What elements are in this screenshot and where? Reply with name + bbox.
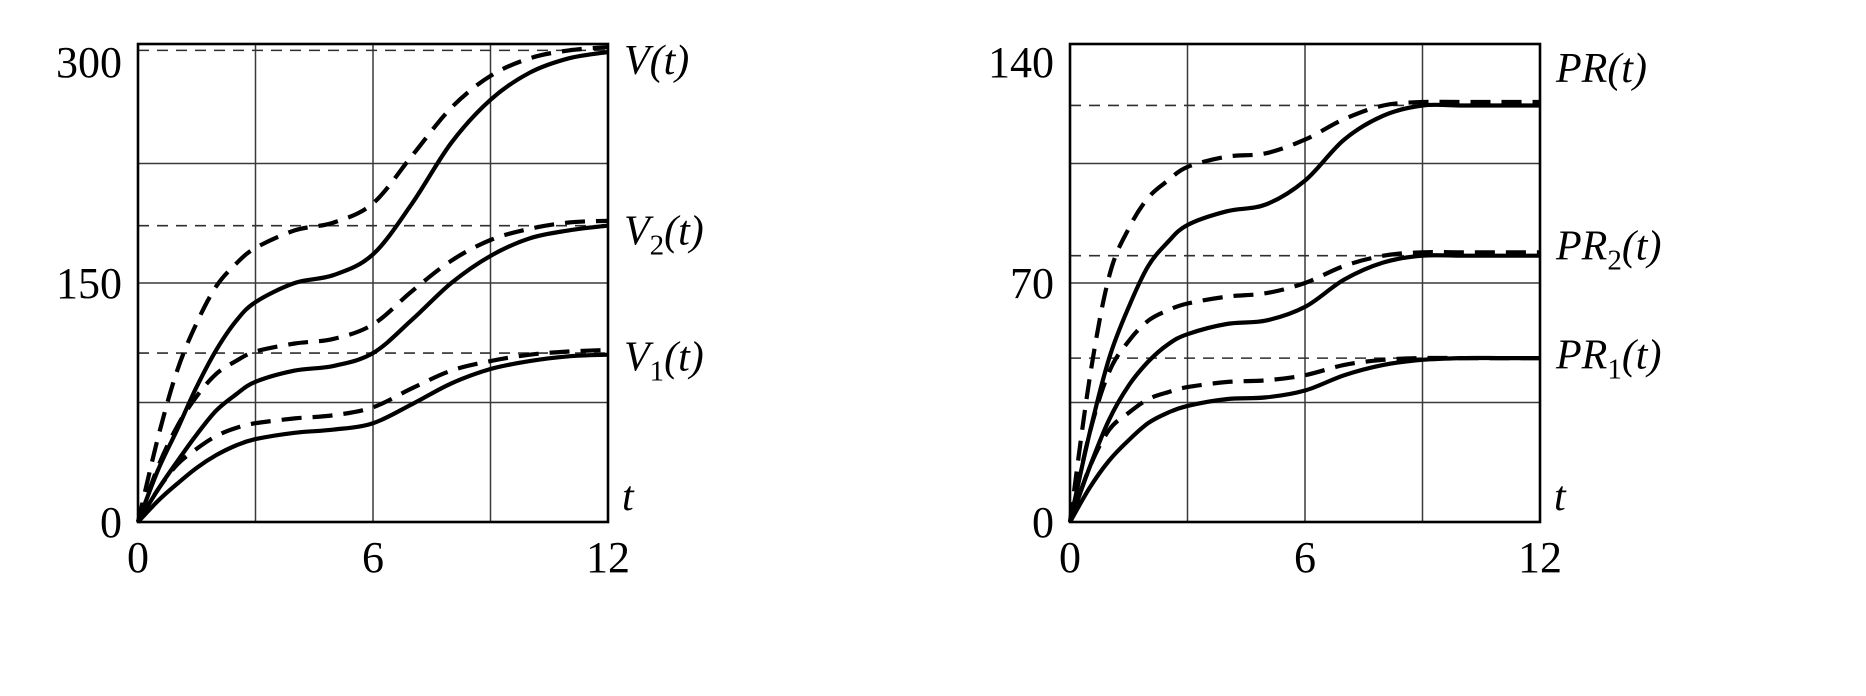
volume-chart-svg: V(t) V2(t) V1(t) 300 150 00 6 12 t [56,38,704,582]
series-label: V2(t) [624,208,704,261]
curve-solid [1068,355,1540,524]
x-tick-label: 12 [586,533,630,582]
plot-border [1068,42,1542,524]
curve-dashed [136,218,609,523]
x-tick-label: 6 [1294,533,1316,582]
curve-solid [1067,102,1540,523]
y-tick-label: 0 [1032,498,1054,547]
pr-chart-svg: PR(t) PR2(t) PR1(t) 140 70 00 6 12 t [988,38,1661,582]
y-tick-label: 70 [1010,259,1054,308]
x-tick-label: 0 [1059,533,1081,582]
x-axis-label: t [1554,474,1567,520]
plot-border [136,42,610,524]
curve-solid [136,352,609,524]
pr-chart: PR(t) PR2(t) PR1(t) 140 70 0 0 6 12 t [940,16,1780,661]
series-label: PR(t) [1555,46,1647,92]
figure-growth-curves: V(t) V2(t) V1(t) 300 150 0 0 6 12 t PR(t) PR2(t) PR… [8,16,1780,661]
y-tick-label: 140 [988,38,1054,87]
curve-dashed [135,45,609,523]
series-label: V1(t) [624,334,704,387]
curve-solid [1068,253,1540,523]
y-tick-label: 0 [100,498,122,547]
x-tick-label: 6 [362,533,384,582]
y-tick-label: 150 [56,259,122,308]
series-label: V(t) [624,38,689,84]
series-label: PR1(t) [1555,333,1661,386]
x-tick-label: 0 [127,533,149,582]
y-tick-label: 300 [56,38,122,87]
curve-dashed [1067,249,1540,523]
x-tick-label: 12 [1518,533,1562,582]
x-axis-label: t [622,474,635,520]
curve-solid [136,223,609,524]
volume-chart: V(t) V2(t) V1(t) 300 150 0 0 6 12 t [8,16,848,661]
series-label: PR2(t) [1555,223,1661,276]
curve-dashed [136,347,609,524]
